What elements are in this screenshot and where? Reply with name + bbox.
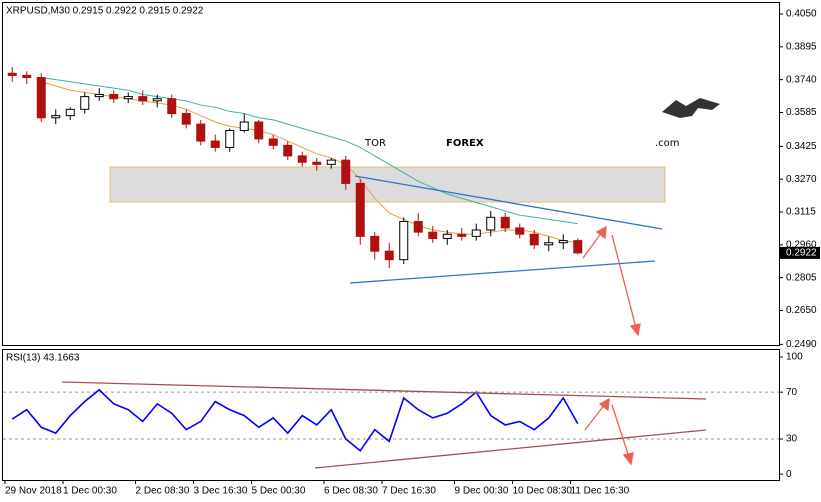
- x-tick-label: 10 Dec 08:30: [513, 486, 573, 497]
- candle-body: [384, 250, 394, 261]
- y-tick-label: 0.4050: [786, 9, 817, 20]
- candle-body: [515, 227, 525, 235]
- resistance-zone: [109, 166, 666, 203]
- arrow: [582, 231, 603, 259]
- logo: TOR FOREX .com: [364, 98, 720, 149]
- candle-body: [471, 229, 481, 237]
- x-tick-label: 9 Dec 00:30: [455, 486, 509, 497]
- candle-body: [268, 138, 278, 146]
- candle-body: [457, 233, 467, 237]
- candle-body: [283, 144, 293, 157]
- candle-body: [500, 216, 510, 229]
- logo-forex: FOREX: [446, 138, 484, 149]
- candle-body: [399, 221, 409, 261]
- candle-body: [573, 240, 583, 254]
- x-tick-label: 6 Dec 08:30: [324, 486, 378, 497]
- candle-body: [225, 129, 235, 148]
- candle-body: [22, 74, 32, 79]
- candle-body: [138, 96, 148, 102]
- trend-line: [354, 175, 663, 230]
- trend-line: [61, 381, 707, 400]
- candle-body: [152, 98, 162, 102]
- logo-com: .com: [655, 138, 680, 149]
- price-panel: [2, 2, 780, 346]
- arrow: [611, 234, 637, 329]
- y-tick-label: 0.2490: [786, 339, 817, 350]
- x-tick-label: 3 Dec 16:30: [194, 486, 248, 497]
- arrow: [611, 404, 630, 458]
- y-tick-label: 0.3585: [786, 107, 817, 118]
- candle-body: [341, 159, 351, 184]
- y-tick-label: 100: [786, 352, 803, 363]
- y-tick-label: 0.2805: [786, 272, 817, 283]
- candle-body: [428, 231, 438, 239]
- candle-body: [123, 96, 133, 100]
- candle-body: [210, 140, 220, 148]
- y-tick-label: 0.3740: [786, 74, 817, 85]
- arrow: [584, 403, 606, 431]
- candle-body: [65, 108, 75, 117]
- moving-average: [41, 77, 578, 225]
- y-tick-label: 30: [786, 434, 798, 445]
- candle-body: [442, 233, 452, 239]
- candle-body: [36, 77, 46, 119]
- candle-body: [326, 159, 336, 165]
- candle-body: [80, 96, 90, 110]
- price-title: XRPUSD,M30 0.2915 0.2922 0.2915 0.2922: [6, 6, 204, 17]
- candle-body: [167, 98, 177, 115]
- trend-line: [349, 260, 656, 284]
- y-tick-label: 70: [786, 387, 798, 398]
- arrow-head: [598, 397, 610, 412]
- y-tick-label: 0: [786, 469, 792, 480]
- rsi-panel: [2, 349, 780, 481]
- logo-bull: [662, 98, 720, 118]
- x-tick-label: 7 Dec 16:30: [382, 486, 436, 497]
- rsi-line: [11, 388, 579, 452]
- y-tick-label: 0.3895: [786, 41, 817, 52]
- candle-body: [196, 123, 206, 142]
- x-tick-label: 5 Dec 00:30: [252, 486, 306, 497]
- candle-body: [558, 240, 568, 244]
- candle-body: [109, 93, 119, 100]
- candle-body: [7, 72, 17, 76]
- x-tick-label: 11 Dec 16:30: [571, 486, 630, 497]
- x-tick-label: 29 Nov 2018: [5, 486, 62, 497]
- trend-line: [314, 429, 707, 469]
- candle-body: [370, 235, 380, 252]
- y-tick-label: 0.2960: [786, 239, 817, 250]
- candle-body: [486, 216, 496, 231]
- arrow-head: [595, 225, 607, 240]
- y-tick-label: 0.3115: [786, 207, 816, 218]
- candle-body: [94, 93, 104, 98]
- logo-tor: TOR: [364, 138, 386, 149]
- candle-body: [51, 115, 61, 119]
- last-price-label: 0.2922: [786, 248, 817, 259]
- annotations: [61, 175, 707, 469]
- candle-body: [181, 113, 191, 125]
- candle-body: [297, 155, 307, 163]
- candle-body: [355, 182, 365, 237]
- y-tick-label: 0.3270: [786, 174, 817, 185]
- candle-body: [413, 221, 423, 233]
- y-tick-label: 0.2650: [786, 305, 817, 316]
- rsi-title: RSI(13) 43.1663: [6, 353, 80, 364]
- candle-body: [312, 161, 322, 165]
- x-tick-label: 1 Dec 00:30: [63, 486, 117, 497]
- arrow-head: [622, 452, 634, 466]
- candle-body: [254, 121, 264, 140]
- candle-body: [529, 233, 539, 246]
- y-tick-label: 0.3425: [786, 141, 817, 152]
- x-tick-label: 2 Dec 08:30: [136, 486, 190, 497]
- arrow-head: [629, 323, 641, 337]
- candle-body: [239, 121, 249, 131]
- candle-body: [544, 242, 554, 246]
- last-price-box: [780, 246, 820, 259]
